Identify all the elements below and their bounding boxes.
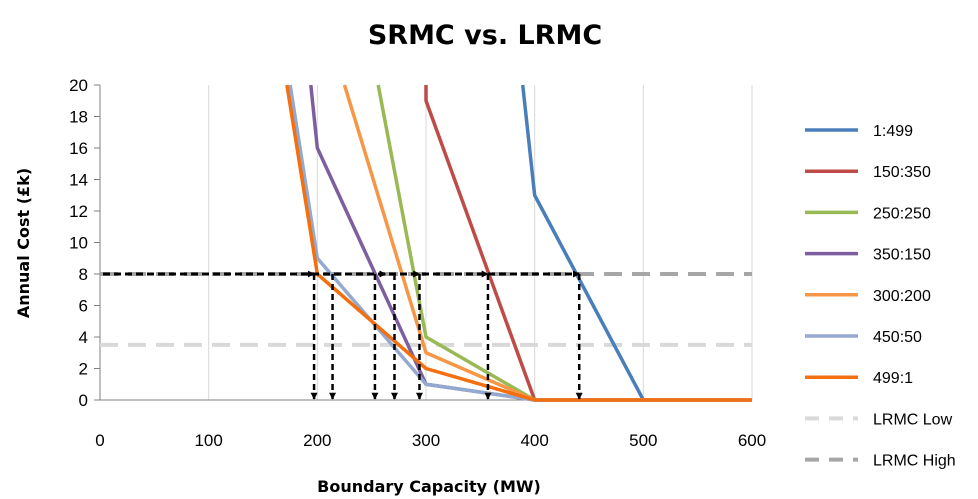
series-lines bbox=[100, 84, 752, 402]
legend-label-lrmc-low: LRMC Low bbox=[873, 411, 953, 428]
y-tick-label: 0 bbox=[79, 391, 88, 410]
legend-label-250-250: 250:250 bbox=[873, 205, 931, 222]
tick-labels: 0 100 200 300 400 500 600 0 2 4 6 8 10 12 14 16 18 20 bbox=[69, 76, 766, 450]
legend: 1:499 150:350 250:250 350:150 300:200 450:50 4… bbox=[805, 123, 956, 470]
y-tick-label: 2 bbox=[79, 360, 88, 379]
series-line-499-1 bbox=[285, 84, 752, 402]
legend-label-350-150: 350:150 bbox=[873, 247, 931, 264]
series-line-150-350 bbox=[424, 85, 752, 402]
x-tick-label: 0 bbox=[95, 431, 104, 450]
y-tick-label: 14 bbox=[69, 171, 88, 190]
chart-title: SRMC vs. LRMC bbox=[368, 20, 602, 51]
legend-label-450-50: 450:50 bbox=[873, 329, 922, 346]
axes bbox=[94, 84, 752, 401]
y-tick-label: 8 bbox=[79, 265, 88, 284]
legend-label-lrmc-high: LRMC High bbox=[873, 453, 956, 470]
legend-label-1-499: 1:499 bbox=[873, 123, 913, 140]
y-tick-label: 10 bbox=[69, 234, 88, 253]
y-tick-label: 20 bbox=[69, 76, 88, 95]
legend-label-499-1: 499:1 bbox=[873, 370, 913, 387]
y-tick-label: 4 bbox=[79, 328, 88, 347]
x-axis-title: Boundary Capacity (MW) bbox=[317, 477, 541, 496]
gridlines bbox=[208, 85, 753, 400]
series-line-250-250 bbox=[376, 84, 752, 402]
x-tick-label: 200 bbox=[303, 431, 331, 450]
legend-label-150-350: 150:350 bbox=[873, 164, 931, 181]
y-tick-label: 18 bbox=[69, 108, 88, 127]
y-tick-label: 6 bbox=[79, 297, 88, 316]
legend-label-300-200: 300:200 bbox=[873, 288, 931, 305]
y-axis-title: Annual Cost (£k) bbox=[14, 168, 33, 318]
arrow-annotations bbox=[103, 270, 583, 400]
series-line-350-150 bbox=[309, 84, 752, 402]
x-tick-label: 300 bbox=[412, 431, 440, 450]
x-tick-label: 100 bbox=[194, 431, 222, 450]
y-tick-label: 16 bbox=[69, 139, 88, 158]
series-line-1-499 bbox=[520, 84, 752, 402]
x-tick-label: 600 bbox=[738, 431, 766, 450]
x-tick-label: 500 bbox=[629, 431, 657, 450]
x-tick-label: 400 bbox=[520, 431, 548, 450]
y-tick-label: 12 bbox=[69, 202, 88, 221]
